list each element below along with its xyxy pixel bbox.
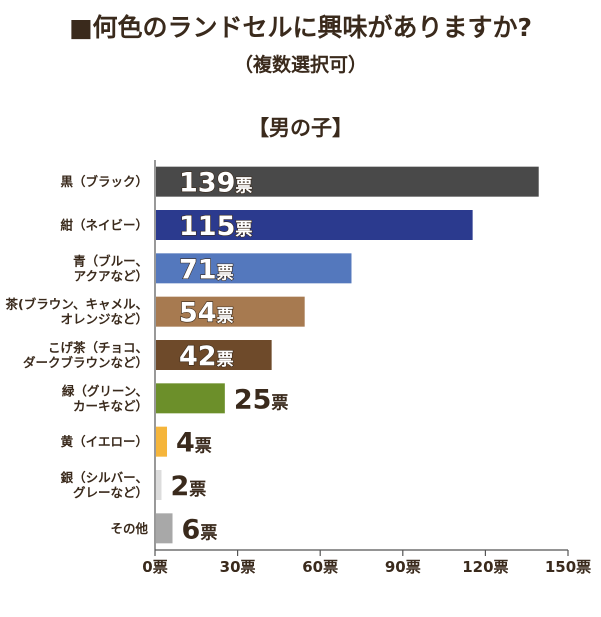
x-tick-label: 30票 xyxy=(220,558,256,576)
group-label: 【男の子】 xyxy=(248,116,353,140)
x-tick-label: 150票 xyxy=(545,558,591,576)
category-label: アクアなど） xyxy=(74,268,148,283)
data-label: 71票 xyxy=(179,254,234,285)
category-label: オレンジなど） xyxy=(60,312,148,327)
x-tick-label: 0票 xyxy=(142,558,167,576)
x-tick-label: 60票 xyxy=(302,558,338,576)
bar xyxy=(156,166,539,197)
x-tick-label: 90票 xyxy=(385,558,421,576)
bar xyxy=(156,210,473,240)
category-label: グレーなど） xyxy=(73,485,148,500)
bar xyxy=(156,340,272,370)
x-tick-label: 120票 xyxy=(462,558,508,576)
bar xyxy=(156,470,162,500)
data-label: 54票 xyxy=(179,298,234,329)
category-label: 黒（ブラック） xyxy=(60,174,148,189)
category-label: カーキなど） xyxy=(73,398,148,413)
data-label: 6票 xyxy=(182,514,218,545)
data-label: 25票 xyxy=(234,384,289,415)
category-label: 青（ブルー、 xyxy=(73,253,148,268)
bar xyxy=(156,426,168,457)
data-label: 4票 xyxy=(176,428,212,459)
data-label: 115票 xyxy=(179,211,252,242)
data-label: 139票 xyxy=(179,168,252,199)
data-label: 42票 xyxy=(179,341,234,372)
category-label: 黄（イエロー） xyxy=(61,434,148,449)
bar xyxy=(156,383,225,414)
bar xyxy=(156,253,352,284)
bar xyxy=(156,296,305,327)
bar xyxy=(156,513,173,544)
category-label: ダークブラウンなど） xyxy=(23,355,148,370)
category-label: 銀（シルバー、 xyxy=(60,470,148,485)
category-label: 紺（ネイビー） xyxy=(60,218,148,233)
category-label: 茶(ブラウン、キャメル、 xyxy=(5,297,148,312)
category-label: 緑（グリーン、 xyxy=(62,383,148,398)
data-label: 2票 xyxy=(171,471,207,502)
category-label: その他 xyxy=(110,521,148,536)
category-label: こげ茶（チョコ、 xyxy=(48,340,148,355)
chart-title: ■何色のランドセルに興味がありますか? xyxy=(68,13,533,42)
chart-subtitle: （複数選択可） xyxy=(233,54,367,76)
